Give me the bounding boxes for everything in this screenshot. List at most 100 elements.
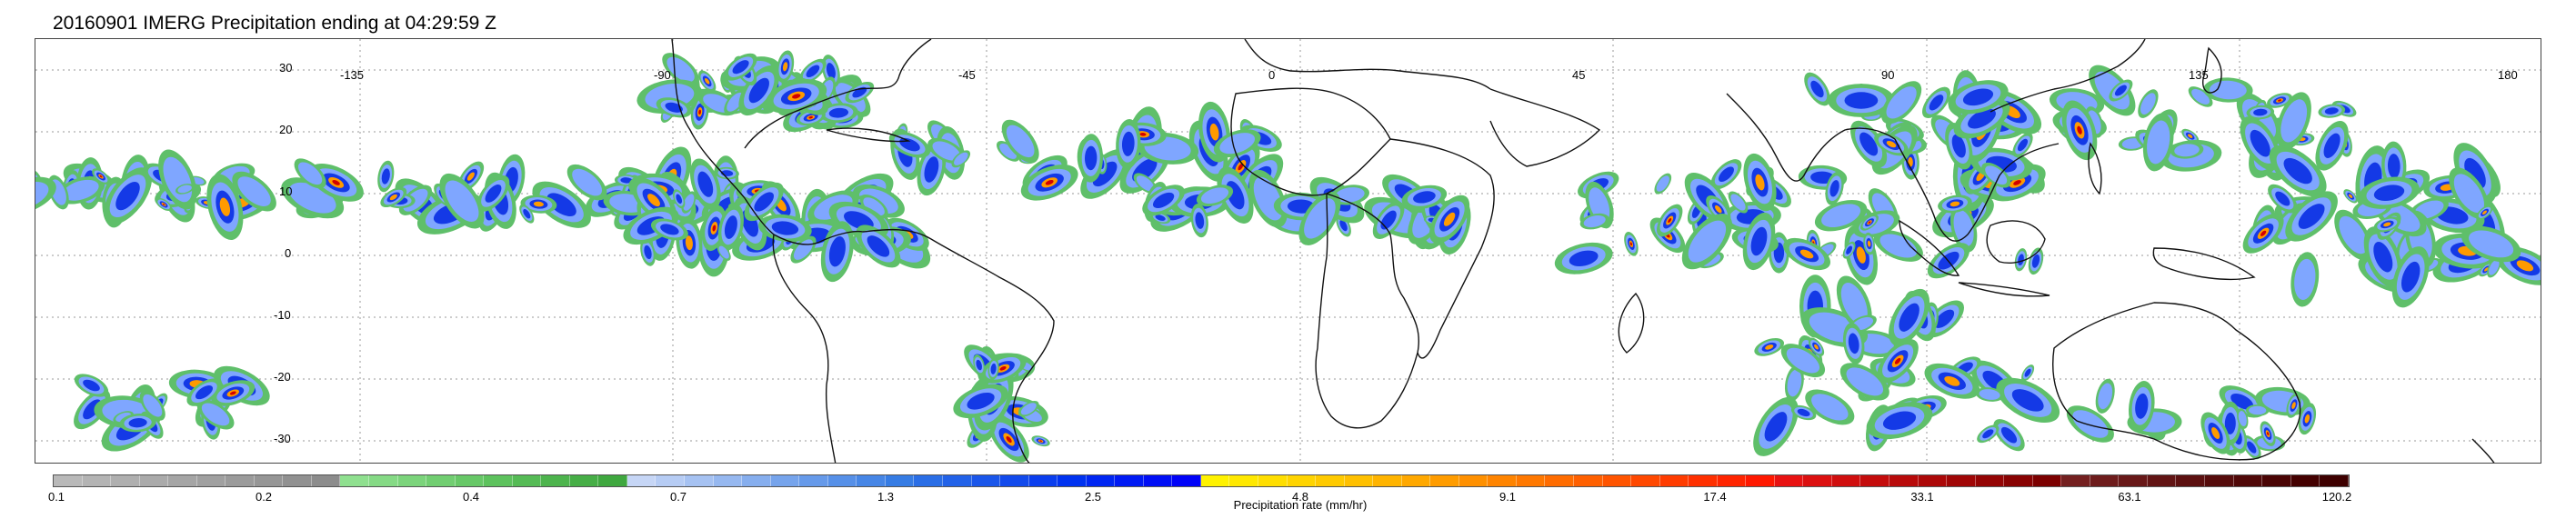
colorbar-segment [340, 475, 370, 486]
colorbar-segment [512, 475, 542, 486]
precip-cell [754, 192, 774, 212]
colorbar-segment [1258, 475, 1288, 486]
coastlines [671, 39, 2495, 463]
longitude-label: 135 [2189, 68, 2209, 82]
colorbar-segment [1689, 475, 1718, 486]
longitude-label: 45 [1572, 68, 1586, 82]
colorbar-segment [2147, 475, 2177, 486]
precip-cell [1944, 375, 1960, 386]
precip-cell [2224, 412, 2236, 434]
precip-cell [1730, 194, 1746, 211]
latitude-label: -30 [274, 432, 291, 445]
colorbar-segment [770, 475, 800, 486]
longitude-label: 0 [1268, 68, 1276, 82]
precip-cell [2516, 260, 2534, 272]
colorbar-segment [685, 475, 714, 486]
precip-cell [229, 391, 236, 395]
colorbar-segment [2090, 475, 2120, 486]
colorbar-label: Precipitation rate (mm/hr) [1233, 498, 1368, 512]
precip-cell [647, 194, 660, 207]
precip-cell [162, 203, 165, 205]
precip-cell [697, 171, 714, 197]
precip-cell [748, 77, 769, 104]
colorbar-segment [1659, 475, 1689, 486]
precip-cell [2283, 157, 2312, 185]
colorbar-segment [1516, 475, 1546, 486]
colorbar-tick: 0.1 [47, 490, 65, 504]
precip-cell [1755, 174, 1765, 191]
precip-cell [1968, 108, 1996, 129]
precip-cell [792, 94, 801, 99]
colorbar-segment [1115, 475, 1144, 486]
precip-cell [2464, 157, 2486, 189]
precip-cell [828, 107, 849, 118]
colorbar-segment [254, 475, 284, 486]
precip-cell [2238, 411, 2247, 426]
colorbar-tick: 63.1 [2118, 490, 2141, 504]
colorbar-segment [1143, 475, 1173, 486]
precip-cell [128, 418, 147, 428]
coastline-north-america [671, 39, 864, 245]
colorbar-segment [1803, 475, 1832, 486]
precip-cell [1589, 187, 1610, 223]
precip-cell [533, 201, 544, 207]
precip-cell [1629, 242, 1633, 246]
precip-cell [1020, 403, 1037, 415]
colorbar-segment [2290, 475, 2320, 486]
colorbar-segment [1200, 475, 1230, 486]
precip-cell [1814, 344, 1819, 350]
colorbar-segment [1086, 475, 1116, 486]
coastline-sumatra [1899, 219, 1960, 276]
coastline-new-guinea [2152, 247, 2256, 281]
colorbar-tick: 2.5 [1084, 490, 1102, 504]
colorbar-tick: 1.3 [877, 490, 895, 504]
colorbar-segment [971, 475, 1001, 486]
latitude-label: -10 [274, 308, 291, 322]
colorbar-segment [311, 475, 341, 486]
coastline-east-africa [1389, 138, 1495, 359]
colorbar-segment [1774, 475, 1804, 486]
precip-cell [219, 197, 231, 216]
longitude-label: -45 [958, 68, 976, 82]
coastline-java [1958, 282, 2050, 297]
precip-cell [1953, 210, 1974, 246]
precip-cell [990, 363, 997, 374]
precip-cell [546, 193, 576, 217]
precip-cell [620, 177, 633, 184]
precip-cell [999, 143, 1017, 159]
precip-cell [2031, 254, 2040, 268]
precip-cell [932, 141, 961, 161]
colorbar-segment [1488, 475, 1517, 486]
precip-cell [660, 224, 679, 235]
latitude-label: -20 [274, 370, 291, 384]
colorbar-segment [1631, 475, 1660, 486]
colorbar-segment [656, 475, 686, 486]
precip-cell [1859, 132, 1879, 156]
precip-cell [1195, 212, 1205, 229]
precipitation-map[interactable]: -135 -90 -45 0 45 90 135 180 30 20 10 0 … [35, 38, 2541, 464]
precip-cell [1821, 204, 1861, 228]
precip-cell [1962, 88, 1994, 106]
precip-cell [718, 245, 729, 259]
precip-cell [2373, 241, 2393, 273]
colorbar-segment [1172, 475, 1201, 486]
coastline-africa [1230, 87, 1391, 196]
colorbar-tick: 0.2 [255, 490, 273, 504]
precip-cell [237, 176, 271, 206]
precip-cell [1846, 367, 1884, 396]
precip-cell [2077, 125, 2082, 135]
precip-cell [2250, 129, 2270, 157]
precip-cell [1443, 212, 1456, 226]
precip-cell [2211, 427, 2220, 439]
precip-cell [2013, 180, 2021, 185]
precip-cell [1886, 140, 1897, 148]
colorbar-segment [54, 475, 83, 486]
precip-cell [2253, 108, 2268, 116]
precip-cell [445, 180, 479, 222]
precip-cell [201, 403, 230, 426]
colorbar-segment [1057, 475, 1087, 486]
colorbar-segment [111, 475, 140, 486]
colorbar-tick: 4.8 [1291, 490, 1309, 504]
precip-cell [2291, 402, 2296, 409]
colorbar-segment [1287, 475, 1317, 486]
